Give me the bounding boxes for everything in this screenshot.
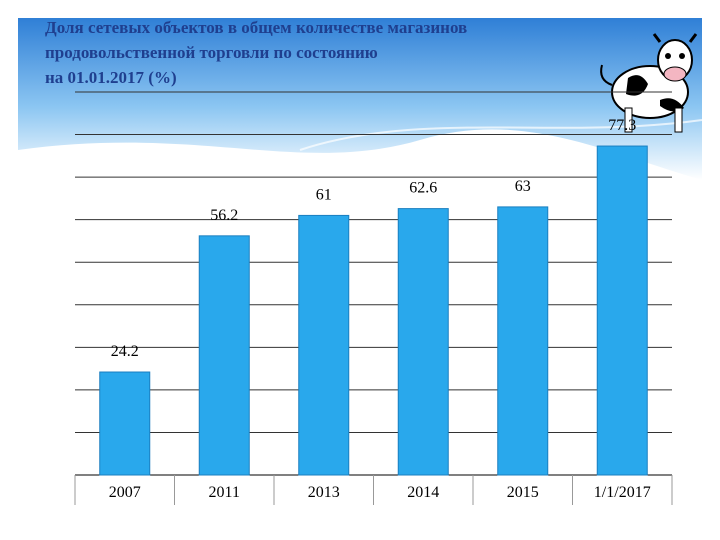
data-label: 62.6 (409, 180, 437, 197)
x-tick-label: 2007 (109, 484, 141, 501)
x-tick-label: 2011 (209, 484, 240, 501)
bar (298, 214, 350, 476)
bar (198, 235, 250, 476)
background-wave (18, 18, 702, 180)
data-label: 63 (515, 178, 531, 195)
bar (596, 145, 648, 476)
x-tick-label: 2015 (507, 484, 539, 501)
data-label: 61 (316, 186, 332, 203)
x-tick-label: 1/1/2017 (594, 484, 651, 501)
bar (99, 371, 151, 476)
bar (497, 206, 549, 476)
background-wave-highlight (299, 119, 703, 151)
data-label: 56.2 (210, 207, 238, 224)
chart-title: Доля сетевых объектов в общем количестве… (45, 18, 467, 37)
data-label: 24.2 (111, 343, 139, 360)
chart-title: на 01.01.2017 (%) (45, 68, 177, 87)
data-label: 77.3 (608, 117, 636, 134)
x-tick-label: 2013 (308, 484, 340, 501)
x-tick-label: 2014 (407, 484, 439, 501)
chart-title: продовольственной торговли по состоянию (45, 43, 378, 62)
bar (397, 208, 449, 476)
